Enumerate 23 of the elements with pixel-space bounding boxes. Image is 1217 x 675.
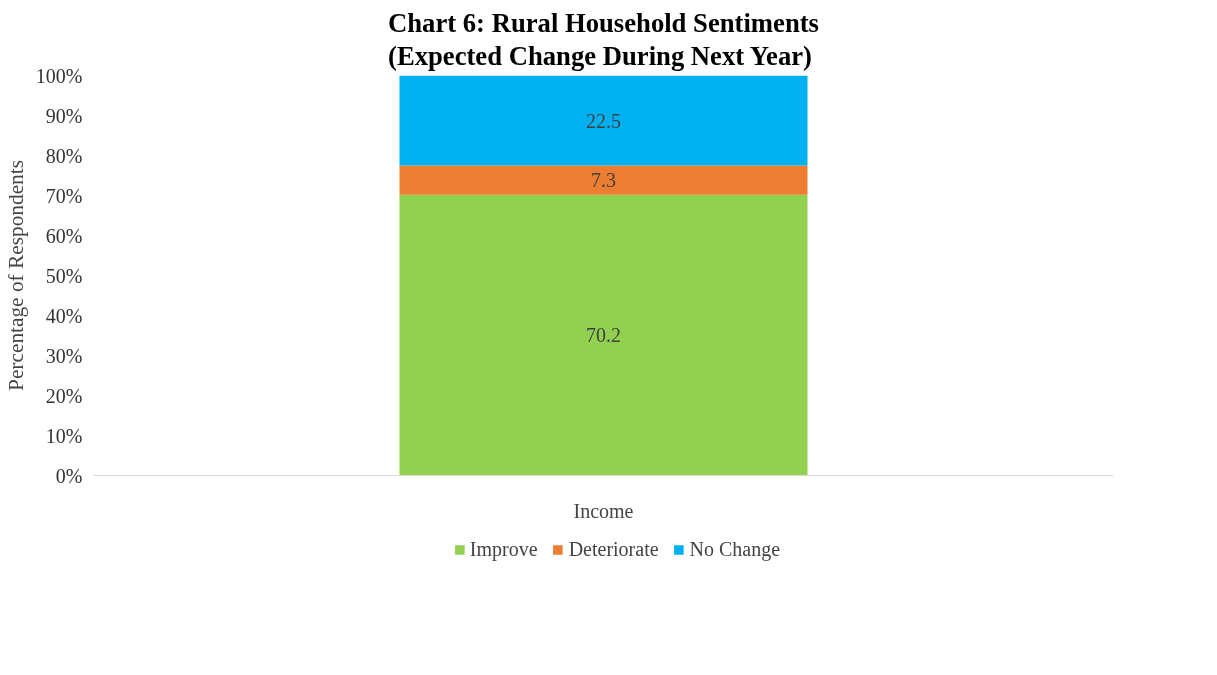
y-tick-label: 0%: [55, 464, 83, 487]
y-axis-title: Percentage of Respondents: [3, 159, 28, 391]
y-tick-label: 80%: [45, 144, 83, 167]
bar: [399, 75, 808, 166]
bar: [399, 194, 808, 476]
chart-title: Chart 6: Rural Household Sentiments (Expected Change During Next Year): [388, 7, 819, 71]
y-tick-label: 100%: [35, 64, 83, 87]
y-tick-label: 70%: [45, 184, 83, 207]
data-label: 7.3: [591, 169, 616, 192]
y-tick-label: 50%: [45, 264, 83, 287]
y-tick-label: 30%: [45, 344, 83, 367]
y-tick-label: 60%: [45, 224, 83, 247]
legend-label: Deteriorate: [568, 537, 659, 561]
data-label: 70.2: [586, 324, 621, 347]
bar: [399, 165, 808, 195]
y-tick-label: 10%: [45, 424, 83, 447]
y-tick-label: 40%: [45, 304, 83, 327]
x-tick-label: Income: [573, 499, 634, 522]
data-label: 22.5: [586, 109, 621, 132]
legend-label: Improve: [469, 537, 538, 561]
y-tick-label: 90%: [45, 104, 83, 127]
y-tick-label: 20%: [45, 384, 83, 407]
legend-label: No Change: [689, 537, 781, 561]
